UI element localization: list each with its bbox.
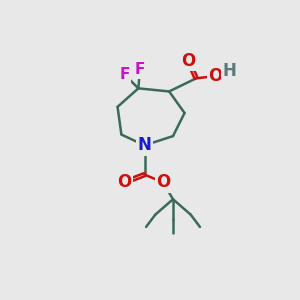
Text: F: F — [135, 62, 145, 77]
Text: N: N — [138, 136, 152, 154]
Text: O: O — [117, 173, 132, 191]
Text: H: H — [222, 62, 236, 80]
Text: O: O — [181, 52, 196, 70]
Text: O: O — [208, 67, 223, 85]
Text: F: F — [119, 67, 130, 82]
Text: O: O — [156, 173, 170, 191]
